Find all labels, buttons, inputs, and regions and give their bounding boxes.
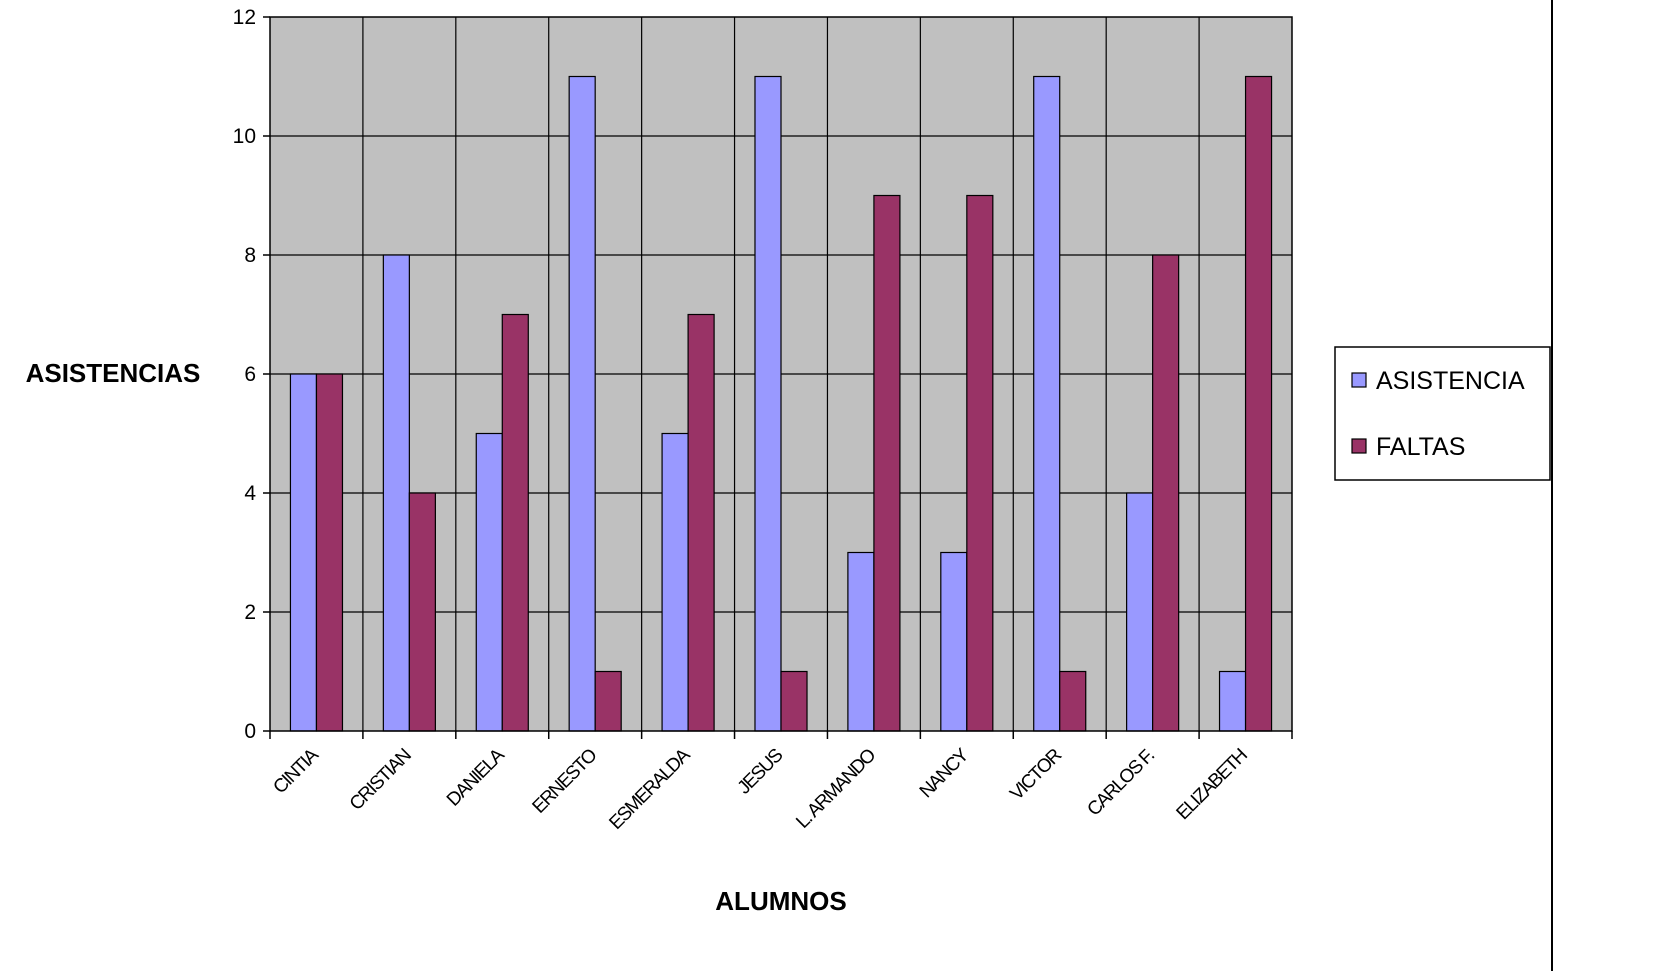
x-tick-label: NANCY (916, 744, 974, 802)
bar-faltas-elizabeth (1244, 75, 1273, 732)
category-gridlines (362, 17, 1200, 731)
bar-faltas-l-armando (873, 194, 901, 732)
legend-label-asistencia: ASISTENCIA (1376, 367, 1525, 395)
legend-swatch-asistencia (1351, 372, 1367, 388)
bar-faltas-victor (1059, 670, 1087, 732)
legend: ASISTENCIA FALTAS (1334, 346, 1551, 481)
x-tick-label: VICTOR (1006, 745, 1066, 805)
bar-faltas-nancy (966, 194, 994, 732)
bar-faltas-daniela (501, 313, 529, 732)
x-tick-label: CARLOS F. (1083, 746, 1158, 821)
bar-asistencia-daniela (475, 432, 503, 732)
legend-swatch-faltas (1351, 438, 1367, 454)
x-tick-label: ERNESTO (529, 745, 602, 818)
y-tick-label: 12 (233, 6, 256, 29)
x-axis: CINTIA CRISTIAN DANIELA ERNESTO ESMERALDA JES… (269, 731, 1293, 834)
bar-faltas-esmeralda (687, 313, 715, 732)
bar-asistencia-esmeralda (661, 432, 689, 732)
x-tick-label: ELIZABETH (1173, 745, 1252, 824)
bar-faltas-ernesto (594, 670, 622, 732)
legend-label-faltas: FALTAS (1376, 433, 1465, 461)
bar-asistencia-elizabeth (1218, 670, 1247, 732)
y-tick-label: 10 (233, 125, 256, 148)
bar-asistencia-victor (1033, 75, 1061, 732)
bar-asistencia-cristian (382, 254, 410, 732)
x-tick-label: JESUS (734, 745, 787, 798)
y-tick-label: 8 (244, 244, 256, 267)
y-axis-title: ASISTENCIAS (26, 358, 201, 388)
bar-faltas-cintia (315, 373, 344, 732)
y-tick-label: 6 (244, 363, 256, 386)
x-tick-label: ESMERALDA (605, 744, 694, 833)
y-axis: 0 2 4 6 8 10 12 (233, 6, 270, 743)
x-tick-label: CINTIA (269, 744, 323, 798)
bar-faltas-carlos-f (1152, 254, 1180, 732)
x-tick-label: L. ARMANDO (792, 745, 880, 833)
bar-asistencia-l-armando (847, 551, 875, 732)
legend-box (1334, 346, 1551, 481)
y-tick-label: 0 (244, 720, 256, 743)
bar-faltas-cristian (408, 492, 436, 732)
bars (289, 75, 1273, 732)
y-tick-label: 2 (244, 601, 256, 624)
y-tick-label: 4 (244, 482, 256, 505)
bar-asistencia-carlos-f (1126, 492, 1154, 732)
bar-faltas-jesus (780, 670, 808, 732)
bar-asistencia-cintia (289, 373, 318, 732)
x-tick-label: DANIELA (443, 744, 509, 810)
bar-asistencia-nancy (940, 551, 968, 732)
bar-asistencia-ernesto (568, 75, 596, 732)
x-axis-title: ALUMNOS (715, 886, 846, 916)
bar-asistencia-jesus (754, 75, 782, 732)
x-tick-label: CRISTIAN (346, 745, 416, 815)
